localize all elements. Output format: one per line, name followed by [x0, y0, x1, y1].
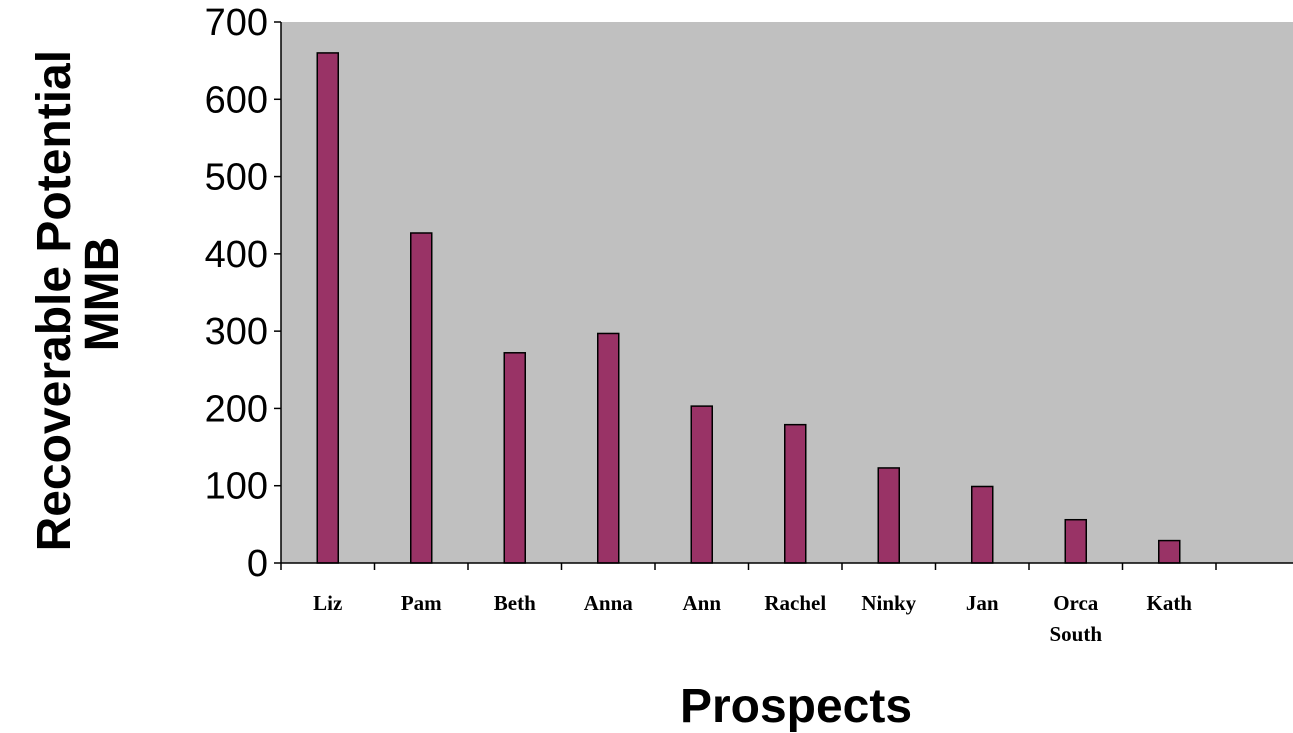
x-tick-label: Orca South — [1049, 591, 1102, 646]
y-tick-label: 100 — [205, 466, 268, 508]
y-tick-label: 200 — [205, 388, 268, 430]
bar — [316, 52, 339, 564]
bar — [1064, 518, 1087, 564]
x-tick-label: Anna — [584, 591, 634, 615]
x-axis-title: Prospects — [680, 680, 912, 733]
y-tick-label: 700 — [205, 2, 268, 44]
bar — [971, 485, 994, 564]
y-axis-title: Recoverable Potential MMB — [28, 37, 129, 552]
y-tick-label: 600 — [205, 79, 268, 121]
bar — [410, 232, 433, 564]
y-tick-label: 300 — [205, 311, 268, 353]
y-axis-title-line-1: Recoverable Potential — [28, 50, 81, 552]
x-tick-label: Kath — [1146, 591, 1192, 615]
x-tick-label: Liz — [313, 591, 342, 615]
x-tick-label: Ann — [682, 591, 721, 615]
x-tick-label: Rachel — [764, 591, 826, 615]
y-tick-labels: 0 100 200 300 400 500 600 700 — [205, 2, 268, 585]
x-tick-label: Pam — [401, 591, 442, 615]
bar — [597, 332, 620, 564]
x-tick-label: Jan — [966, 591, 999, 615]
axes-group — [274, 21, 1293, 570]
bar — [1158, 539, 1181, 564]
bar — [690, 405, 713, 564]
bars-group — [316, 52, 1181, 564]
x-tick-label: Beth — [494, 591, 536, 615]
x-tick-labels: Liz Pam Beth Anna Ann Rachel Ninky Jan Orca South… — [313, 591, 1192, 646]
bar — [503, 352, 526, 564]
y-tick-label: 400 — [205, 234, 268, 276]
y-tick-label: 0 — [247, 543, 268, 585]
bar — [877, 467, 900, 564]
y-tick-label: 500 — [205, 157, 268, 199]
bar — [784, 423, 807, 564]
x-tick-label: Ninky — [861, 591, 916, 615]
y-axis-title-line-2: MMB — [76, 237, 129, 352]
